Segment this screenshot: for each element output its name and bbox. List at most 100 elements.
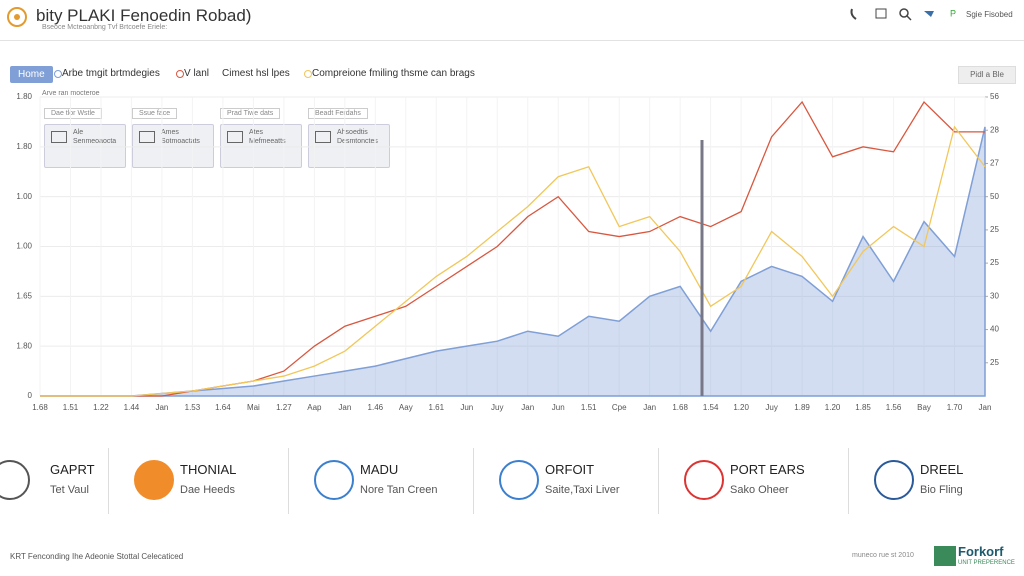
footer-left: KRT Fenconding Ihe Adeonie Stottal Celec… — [10, 552, 184, 561]
x-tick-label: Jan — [155, 403, 168, 412]
feature: GAPRT Tet Vaul — [0, 450, 150, 530]
x-tick-label: 1.61 — [429, 403, 445, 412]
y-tick-label: 0 — [28, 391, 33, 400]
x-tick-label: Bay — [917, 403, 931, 412]
y-tick-label: 1.00 — [16, 192, 32, 201]
mini-card: Ames Sotmoactats — [132, 124, 214, 168]
mini-card: Ale Senmeoaocta — [44, 124, 126, 168]
legend-swatch — [176, 70, 184, 78]
x-tick-label: 1.68 — [672, 403, 688, 412]
mini-card-line: Desmtonctes — [337, 138, 378, 145]
svg-text:P: P — [950, 8, 956, 18]
feature: MADU Nore Tan Creen — [310, 450, 460, 530]
feature-subtitle: Saite,Taxi Liver — [545, 484, 620, 496]
tab[interactable]: Compreione fmiling thsme can brags — [312, 68, 475, 79]
title: bity PLAKI Fenoedin Robad) — [36, 6, 252, 25]
mini-card: Ates Mefmeeatts — [220, 124, 302, 168]
separator — [848, 448, 849, 514]
x-tick-label: 1.51 — [63, 403, 79, 412]
x-tick-label: 1.56 — [886, 403, 902, 412]
feature-title: DREEL — [920, 462, 964, 477]
x-tick-label: Juy — [491, 403, 503, 412]
y-tick-label: 1.80 — [16, 142, 32, 151]
chart-note: Arve ran mocteroe — [42, 90, 100, 97]
legend-swatch — [54, 70, 62, 78]
toolbar-icons[interactable]: P — [846, 6, 956, 22]
mini-card-line: Ahsoedtis — [337, 129, 368, 136]
feature-subtitle: Tet Vaul — [50, 484, 89, 496]
mini-card-icon — [139, 131, 155, 143]
tab[interactable]: Arbe tmgit brtmdegies — [62, 68, 160, 79]
x-tick-label: Cpe — [612, 403, 627, 412]
separator — [658, 448, 659, 514]
mini-card-line: Sotmoactats — [161, 138, 200, 145]
x-tick-label: Aap — [307, 403, 322, 412]
mini-card-title: Beadt Ferdahs — [308, 108, 368, 119]
action-button[interactable]: Pidl a Ble — [958, 66, 1016, 84]
mini-card: Ahsoedtis Desmtonctes — [308, 124, 390, 168]
feature: DREEL Bio Fling — [870, 450, 1020, 530]
x-tick-label: 1.51 — [581, 403, 597, 412]
x-tick-label: Jun — [460, 403, 473, 412]
feature-title: ORFOIT — [545, 462, 595, 477]
y2-tick-label: 25 — [990, 258, 999, 267]
footer-logo-sub: UNIT PREPERENCE — [958, 560, 1015, 566]
y-tick-label: 1.80 — [16, 92, 32, 101]
y2-tick-label: 25 — [990, 225, 999, 234]
y2-tick-label: 27 — [990, 159, 999, 168]
mini-card-line: Senmeoaocta — [73, 138, 117, 145]
x-tick-label: 1.68 — [32, 403, 48, 412]
mini-card-title: Ssue face — [132, 108, 178, 119]
x-tick-label: 1.64 — [215, 403, 231, 412]
y2-tick-label: 40 — [990, 325, 999, 334]
x-tick-label: 1.22 — [93, 403, 109, 412]
feature: ORFOIT Saite,Taxi Liver — [495, 450, 645, 530]
x-tick-label: Aay — [399, 403, 413, 412]
tab[interactable]: Home — [10, 66, 53, 83]
feature-icon — [874, 460, 914, 500]
mini-card-line: Ates — [249, 129, 264, 136]
subtitle: Bseoce Mcteoanbng Tvf Brtcoefe Eriele: — [42, 24, 168, 31]
tab[interactable]: Cimest hsl lpes — [222, 68, 290, 79]
feature-subtitle: Bio Fling — [920, 484, 963, 496]
mini-card-icon — [315, 131, 331, 143]
y2-tick-label: 30 — [990, 291, 999, 300]
separator — [108, 448, 109, 514]
logo-mark — [934, 546, 956, 566]
mini-card-title: Dae tlor Wstle — [44, 108, 102, 119]
footer-right: muneco rue st 2010 — [852, 552, 914, 559]
x-tick-label: 1.44 — [124, 403, 140, 412]
footer-logo: Forkorf — [958, 544, 1004, 559]
tab[interactable]: V lanl — [184, 68, 210, 79]
feature-title: THONIAL — [180, 462, 237, 477]
feature-icon — [499, 460, 539, 500]
x-tick-label: Jan — [521, 403, 534, 412]
mini-card-line: Mefmeeatts — [249, 138, 286, 145]
feature-subtitle: Sako Oheer — [730, 484, 789, 496]
x-tick-label: 1.89 — [794, 403, 810, 412]
x-tick-label: Mai — [247, 403, 260, 412]
x-tick-label: Jan — [643, 403, 656, 412]
line — [40, 125, 986, 397]
y2-tick-label: 28 — [990, 125, 999, 134]
feature-subtitle: Dae Heeds — [180, 484, 236, 496]
mini-card-line: Ames — [161, 129, 179, 136]
sign-link[interactable]: Sgie Fisobed — [966, 10, 1013, 19]
feature-title: PORT EARS — [730, 462, 805, 477]
feature-subtitle: Nore Tan Creen — [360, 484, 438, 496]
x-tick-label: 1.85 — [855, 403, 871, 412]
area — [40, 126, 986, 397]
y-tick-label: 1.65 — [16, 291, 32, 300]
feature: PORT EARS Sako Oheer — [680, 450, 830, 530]
feature-icon — [134, 460, 174, 500]
feature: THONIAL Dae Heeds — [130, 450, 280, 530]
x-tick-label: 1.70 — [947, 403, 963, 412]
x-tick-label: Jan — [979, 403, 992, 412]
chart: 0 1.80 1.65 1.00 1.00 1.80 1.80 25 40 30 25 25 50 27 2… — [16, 92, 999, 412]
x-tick-label: 1.20 — [825, 403, 841, 412]
y2-tick-label: 25 — [990, 358, 999, 367]
feature-icon — [684, 460, 724, 500]
x-tick-label: Jun — [552, 403, 565, 412]
logo-icon — [7, 7, 27, 27]
